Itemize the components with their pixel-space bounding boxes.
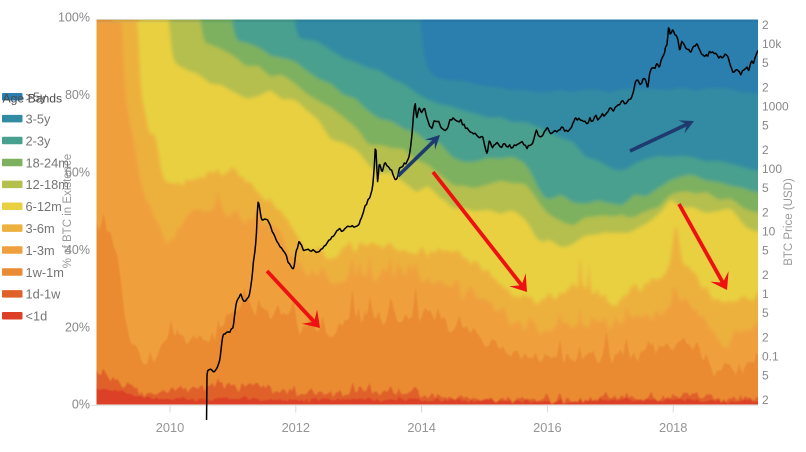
svg-text:60%: 60% — [65, 166, 90, 180]
svg-text:3-5y: 3-5y — [26, 112, 51, 127]
svg-text:6-12m: 6-12m — [26, 199, 62, 214]
svg-text:1d-1w: 1d-1w — [26, 287, 62, 302]
svg-text:20%: 20% — [65, 321, 90, 335]
svg-text:2: 2 — [762, 268, 769, 282]
svg-text:2: 2 — [762, 143, 769, 157]
svg-text:% of BTC in Existence: % of BTC in Existence — [62, 154, 74, 268]
svg-text:100%: 100% — [58, 11, 90, 25]
svg-text:2: 2 — [762, 331, 769, 345]
svg-text:0.1: 0.1 — [762, 350, 779, 364]
svg-text:1-3m: 1-3m — [26, 243, 55, 258]
svg-text:2016: 2016 — [533, 420, 561, 435]
svg-text:Age Bands: Age Bands — [3, 92, 63, 106]
svg-text:100: 100 — [762, 162, 782, 176]
svg-text:1: 1 — [762, 287, 769, 301]
svg-text:2: 2 — [762, 18, 769, 32]
svg-text:2018: 2018 — [659, 420, 687, 435]
svg-text:2010: 2010 — [156, 420, 184, 435]
svg-text:<1d: <1d — [26, 309, 48, 324]
svg-text:>5y: >5y — [26, 90, 48, 105]
svg-text:5: 5 — [762, 243, 769, 257]
svg-text:12-18m: 12-18m — [26, 177, 69, 192]
svg-text:10: 10 — [762, 225, 776, 239]
svg-text:1w-1m: 1w-1m — [26, 265, 64, 280]
svg-text:18-24m: 18-24m — [26, 155, 69, 170]
svg-text:2014: 2014 — [407, 420, 435, 435]
svg-text:5: 5 — [762, 306, 769, 320]
svg-text:5: 5 — [762, 368, 769, 382]
svg-text:0%: 0% — [72, 398, 90, 412]
svg-text:10k: 10k — [762, 37, 782, 51]
svg-text:2: 2 — [762, 206, 769, 220]
svg-text:2: 2 — [762, 81, 769, 95]
svg-text:5: 5 — [762, 118, 769, 132]
svg-text:40%: 40% — [65, 243, 90, 257]
svg-text:3-6m: 3-6m — [26, 221, 55, 236]
svg-text:5: 5 — [762, 181, 769, 195]
svg-text:2: 2 — [762, 393, 769, 407]
svg-text:1000: 1000 — [762, 100, 789, 114]
svg-text:BTC Price (USD): BTC Price (USD) — [783, 178, 795, 266]
svg-text:80%: 80% — [65, 88, 90, 102]
svg-text:5: 5 — [762, 56, 769, 70]
svg-text:2012: 2012 — [282, 420, 310, 435]
svg-text:2-3y: 2-3y — [26, 133, 51, 148]
